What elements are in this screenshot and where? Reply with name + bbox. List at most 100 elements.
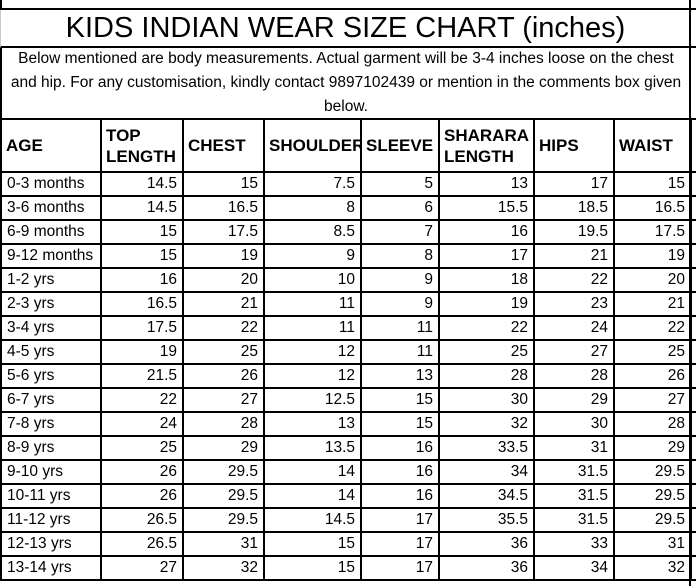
right-gutter — [691, 118, 696, 173]
value-cell-shoulder: 11 — [263, 315, 362, 341]
table-row-11-12-yrs: 11-12 yrs 26.5 29.5 14.5 17 35.5 31.5 29.5 — [0, 507, 696, 533]
value-cell-shoulder: 8.5 — [263, 219, 362, 245]
table-row-6-7-yrs: 6-7 yrs 22 27 12.5 15 30 29 27 — [0, 387, 696, 413]
value-cell-hips: 31.5 — [533, 459, 615, 485]
value-cell-sharara-length: 22 — [438, 315, 535, 341]
value-cell-waist: 32 — [613, 555, 692, 581]
page-title: KIDS INDIAN WEAR SIZE CHART (inches) — [0, 10, 696, 48]
value-cell-chest: 29.5 — [182, 459, 265, 485]
value-cell-sleeve: 16 — [360, 483, 440, 509]
value-cell-chest: 17.5 — [182, 219, 265, 245]
value-cell-top-length: 21.5 — [100, 363, 184, 389]
value-cell-chest: 29.5 — [182, 507, 265, 533]
value-cell-shoulder: 11 — [263, 291, 362, 317]
value-cell-top-length: 16.5 — [100, 291, 184, 317]
value-cell-sharara-length: 16 — [438, 219, 535, 245]
value-cell-waist: 17.5 — [613, 219, 692, 245]
value-cell-sleeve: 8 — [360, 243, 440, 269]
value-cell-sharara-length: 30 — [438, 387, 535, 413]
table-row-8-9-yrs: 8-9 yrs 25 29 13.5 16 33.5 31 29 — [0, 435, 696, 461]
measurement-note: Below mentioned are body measurements. A… — [0, 48, 696, 118]
table-row-1-2-yrs: 1-2 yrs 16 20 10 9 18 22 20 — [0, 267, 696, 293]
top-partial-row — [0, 0, 696, 10]
right-gutter — [691, 244, 696, 269]
right-gutter — [691, 196, 696, 221]
column-header-shoulder: SHOULDER — [263, 118, 362, 173]
age-cell: 6-9 months — [0, 219, 102, 245]
value-cell-sleeve: 13 — [360, 363, 440, 389]
value-cell-top-length: 15 — [100, 243, 184, 269]
age-cell: 5-6 yrs — [0, 363, 102, 389]
age-cell: 0-3 months — [0, 171, 102, 197]
column-header-age: AGE — [0, 118, 102, 173]
value-cell-top-length: 14.5 — [100, 195, 184, 221]
value-cell-chest: 20 — [182, 267, 265, 293]
value-cell-hips: 29 — [533, 387, 615, 413]
table-row-5-6-yrs: 5-6 yrs 21.5 26 12 13 28 28 26 — [0, 363, 696, 389]
value-cell-shoulder: 10 — [263, 267, 362, 293]
value-cell-waist: 29.5 — [613, 483, 692, 509]
value-cell-hips: 17 — [533, 171, 615, 197]
value-cell-sharara-length: 18 — [438, 267, 535, 293]
value-cell-chest: 27 — [182, 387, 265, 413]
value-cell-shoulder: 14 — [263, 483, 362, 509]
value-cell-sharara-length: 13 — [438, 171, 535, 197]
value-cell-waist: 26 — [613, 363, 692, 389]
value-cell-top-length: 15 — [100, 219, 184, 245]
table-row-9-10-yrs: 9-10 yrs 26 29.5 14 16 34 31.5 29.5 — [0, 459, 696, 485]
value-cell-sharara-length: 32 — [438, 411, 535, 437]
value-cell-sleeve: 17 — [360, 507, 440, 533]
value-cell-hips: 31.5 — [533, 483, 615, 509]
value-cell-waist: 29.5 — [613, 459, 692, 485]
column-header-sharara-length: SHARARA LENGTH — [438, 118, 535, 173]
value-cell-top-length: 26 — [100, 483, 184, 509]
age-cell: 12-13 yrs — [0, 531, 102, 557]
size-table: AGE TOP LENGTH CHEST SHOULDER SLEEVE SHARARA … — [0, 118, 696, 581]
column-header-sleeve: SLEEVE — [360, 118, 440, 173]
value-cell-sleeve: 6 — [360, 195, 440, 221]
value-cell-top-length: 16 — [100, 267, 184, 293]
age-cell: 8-9 yrs — [0, 435, 102, 461]
value-cell-hips: 30 — [533, 411, 615, 437]
value-cell-chest: 25 — [182, 339, 265, 365]
value-cell-hips: 23 — [533, 291, 615, 317]
value-cell-chest: 22 — [182, 315, 265, 341]
value-cell-hips: 34 — [533, 555, 615, 581]
right-gutter — [691, 292, 696, 317]
value-cell-hips: 19.5 — [533, 219, 615, 245]
value-cell-chest: 28 — [182, 411, 265, 437]
column-header-top-length: TOP LENGTH — [100, 118, 184, 173]
table-row-2-3-yrs: 2-3 yrs 16.5 21 11 9 19 23 21 — [0, 291, 696, 317]
table-row-0-3-months: 0-3 months 14.5 15 7.5 5 13 17 15 — [0, 171, 696, 197]
value-cell-chest: 32 — [182, 555, 265, 581]
value-cell-waist: 16.5 — [613, 195, 692, 221]
right-gutter — [691, 220, 696, 245]
value-cell-top-length: 26.5 — [100, 531, 184, 557]
age-cell: 11-12 yrs — [0, 507, 102, 533]
value-cell-sleeve: 15 — [360, 387, 440, 413]
value-cell-sharara-length: 35.5 — [438, 507, 535, 533]
value-cell-hips: 31 — [533, 435, 615, 461]
value-cell-top-length: 17.5 — [100, 315, 184, 341]
table-header-row: AGE TOP LENGTH CHEST SHOULDER SLEEVE SHARARA … — [0, 118, 696, 173]
table-row-3-6-months: 3-6 months 14.5 16.5 8 6 15.5 18.5 16.5 — [0, 195, 696, 221]
age-cell: 13-14 yrs — [0, 555, 102, 581]
value-cell-shoulder: 12 — [263, 339, 362, 365]
value-cell-waist: 28 — [613, 411, 692, 437]
value-cell-sleeve: 16 — [360, 459, 440, 485]
right-gutter — [691, 484, 696, 509]
value-cell-waist: 31 — [613, 531, 692, 557]
value-cell-shoulder: 7.5 — [263, 171, 362, 197]
sheet-right-border — [689, 0, 691, 586]
value-cell-sharara-length: 33.5 — [438, 435, 535, 461]
value-cell-sleeve: 16 — [360, 435, 440, 461]
table-row-6-9-months: 6-9 months 15 17.5 8.5 7 16 19.5 17.5 — [0, 219, 696, 245]
age-cell: 1-2 yrs — [0, 267, 102, 293]
value-cell-shoulder: 12 — [263, 363, 362, 389]
table-row-13-14-yrs: 13-14 yrs 27 32 15 17 36 34 32 — [0, 555, 696, 581]
top-left-border-tick — [0, 0, 2, 8]
column-header-waist: WAIST — [613, 118, 692, 173]
value-cell-shoulder: 13.5 — [263, 435, 362, 461]
age-cell: 9-12 months — [0, 243, 102, 269]
table-row-7-8-yrs: 7-8 yrs 24 28 13 15 32 30 28 — [0, 411, 696, 437]
